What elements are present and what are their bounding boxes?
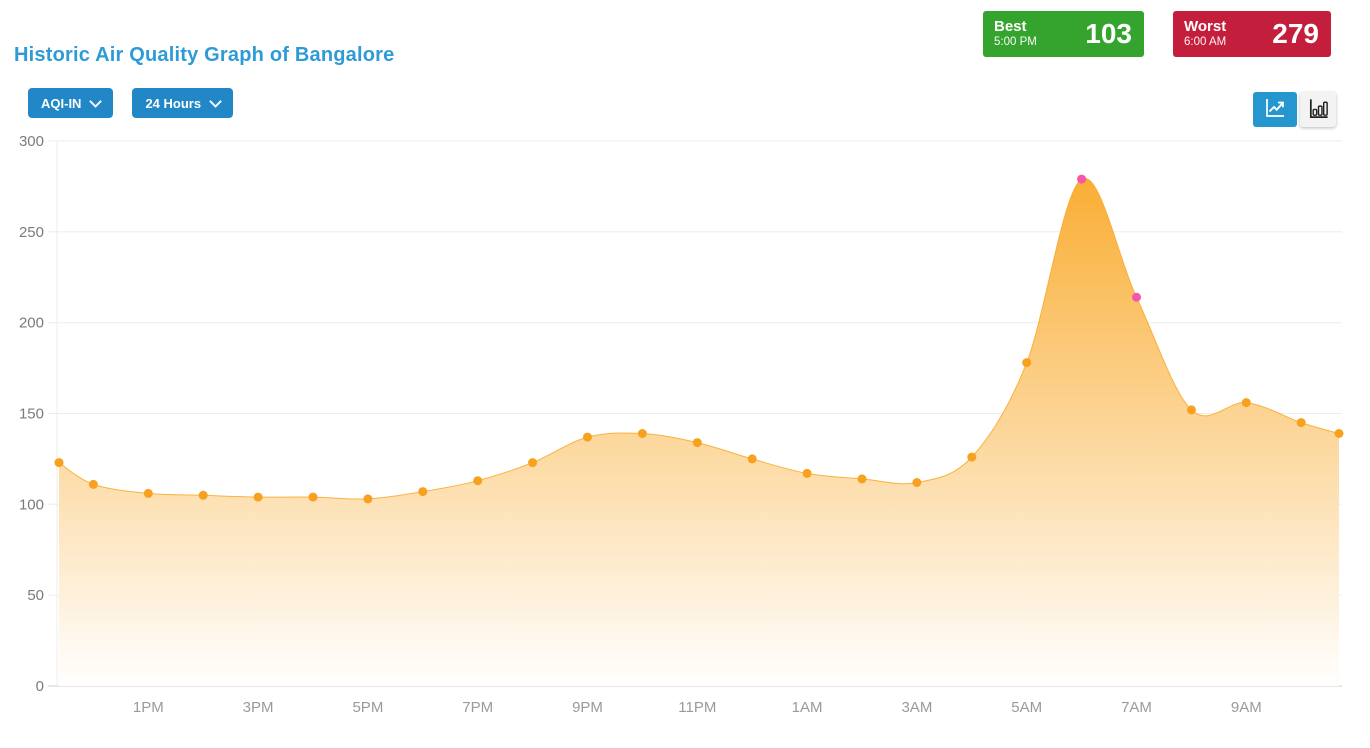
best-label: Best bbox=[994, 18, 1027, 36]
pollutant-dropdown-label: AQI-IN bbox=[41, 95, 82, 111]
x-tick-label: 9AM bbox=[1231, 699, 1262, 716]
data-point-highlight-7AM[interactable] bbox=[1132, 292, 1141, 302]
data-point-11PM[interactable] bbox=[692, 438, 702, 448]
best-value: 103 bbox=[1085, 18, 1132, 49]
y-tick-label: 300 bbox=[19, 133, 44, 150]
line-chart-icon bbox=[1263, 96, 1287, 123]
worst-time: 6:00 AM bbox=[1184, 36, 1227, 49]
data-point-6PM[interactable] bbox=[418, 487, 428, 497]
x-tick-label: 7AM bbox=[1121, 699, 1152, 716]
chart-view-toggle bbox=[1253, 92, 1336, 127]
best-aqi-card: Best 5:00 PM 103 bbox=[983, 11, 1144, 57]
y-tick-label: 50 bbox=[27, 587, 44, 604]
data-point-10AM[interactable] bbox=[1296, 418, 1306, 428]
page-title: Historic Air Quality Graph of Bangalore bbox=[14, 44, 395, 66]
data-point-11AM[interactable] bbox=[54, 458, 64, 468]
line-chart-toggle-button[interactable] bbox=[1253, 92, 1297, 127]
data-point-5PM[interactable] bbox=[363, 494, 373, 504]
data-point-2AM[interactable] bbox=[857, 474, 867, 484]
worst-aqi-card: Worst 6:00 AM 279 bbox=[1173, 11, 1331, 57]
time-range-dropdown[interactable]: 24 Hours bbox=[132, 88, 234, 118]
x-tick-label: 5AM bbox=[1011, 699, 1042, 716]
data-point-9AM[interactable] bbox=[1241, 398, 1251, 408]
x-tick-label: 3AM bbox=[901, 699, 932, 716]
x-tick-label: 9PM bbox=[572, 699, 603, 716]
x-tick-label: 1AM bbox=[792, 699, 823, 716]
pollutant-dropdown[interactable]: AQI-IN bbox=[28, 88, 114, 118]
data-point-7PM[interactable] bbox=[473, 476, 483, 486]
time-range-dropdown-label: 24 Hours bbox=[145, 95, 202, 111]
data-point-2PM[interactable] bbox=[198, 490, 208, 500]
data-point-9PM[interactable] bbox=[583, 432, 592, 442]
data-point-1PM[interactable] bbox=[143, 488, 153, 498]
best-time: 5:00 PM bbox=[994, 36, 1037, 49]
data-point-12AM[interactable] bbox=[747, 454, 757, 464]
data-point-12PM[interactable] bbox=[88, 479, 98, 489]
x-tick-label: 7PM bbox=[462, 699, 493, 716]
y-tick-label: 0 bbox=[36, 678, 44, 695]
data-point-8AM[interactable] bbox=[1186, 405, 1196, 415]
x-tick-label: 3PM bbox=[243, 699, 274, 716]
data-point-4PM[interactable] bbox=[308, 492, 318, 502]
data-point-11AM[interactable] bbox=[1334, 429, 1344, 438]
data-point-5AM[interactable] bbox=[1022, 358, 1032, 368]
data-point-1AM[interactable] bbox=[802, 468, 812, 478]
data-point-8PM[interactable] bbox=[528, 458, 538, 468]
worst-value: 279 bbox=[1272, 18, 1319, 49]
data-point-10PM[interactable] bbox=[637, 429, 647, 438]
x-tick-label: 5PM bbox=[352, 699, 383, 716]
data-point-4AM[interactable] bbox=[967, 452, 977, 462]
bar-chart-toggle-button[interactable] bbox=[1300, 92, 1336, 127]
data-point-3AM[interactable] bbox=[912, 478, 922, 487]
x-tick-label: 1PM bbox=[133, 699, 164, 716]
chart-controls: AQI-IN 24 Hours bbox=[28, 88, 234, 118]
x-tick-label: 11PM bbox=[678, 699, 716, 716]
y-tick-label: 200 bbox=[19, 315, 44, 332]
bar-chart-icon bbox=[1307, 97, 1330, 123]
data-point-highlight-6AM[interactable] bbox=[1077, 174, 1087, 184]
y-tick-label: 150 bbox=[19, 406, 44, 423]
y-tick-label: 250 bbox=[19, 224, 44, 241]
data-point-3PM[interactable] bbox=[253, 492, 263, 502]
worst-label: Worst bbox=[1184, 18, 1227, 36]
y-tick-label: 100 bbox=[19, 496, 44, 513]
aqi-area-fill bbox=[59, 178, 1339, 686]
